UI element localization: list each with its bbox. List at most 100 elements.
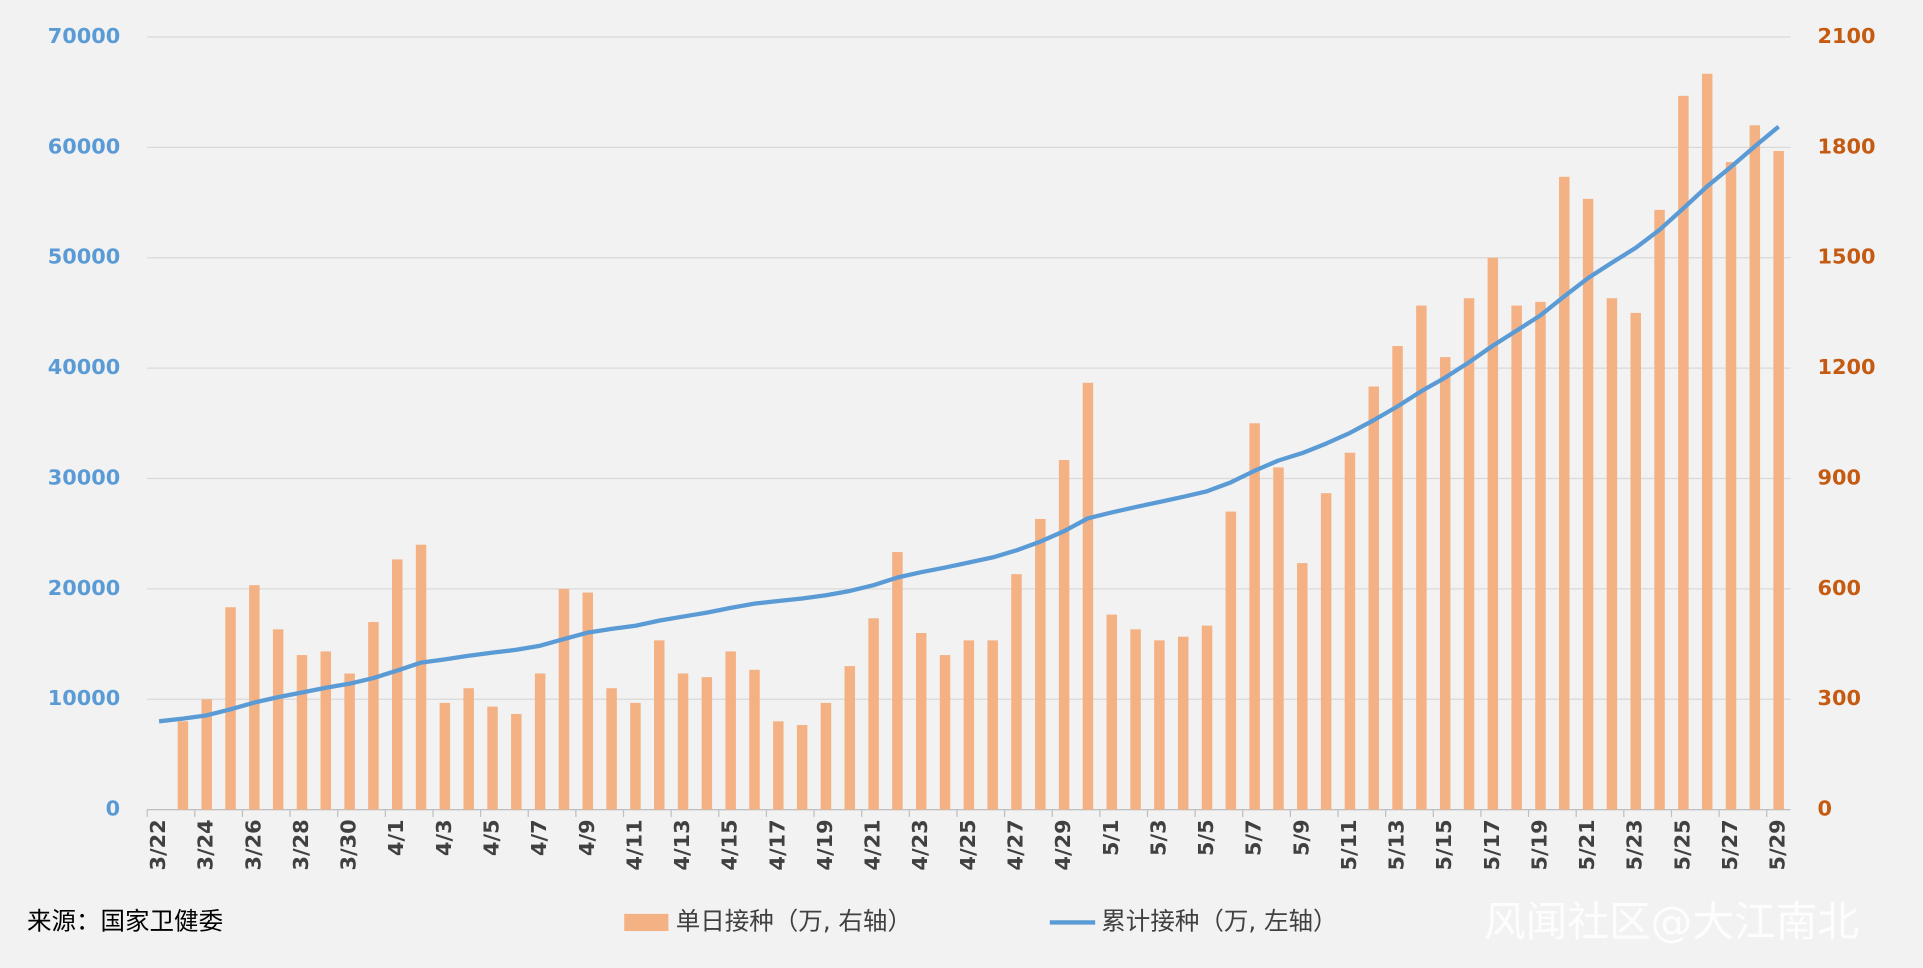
x-tick-label: 4/11 bbox=[622, 819, 646, 870]
bar bbox=[1249, 423, 1260, 810]
source: 来源：国家卫健委 bbox=[27, 906, 223, 935]
bar bbox=[463, 688, 474, 810]
y-tick-label: 70000 bbox=[48, 24, 120, 48]
x-tick-label: 5/27 bbox=[1718, 819, 1742, 870]
x-tick-label: 4/27 bbox=[1003, 819, 1027, 870]
y-tick-label: 30000 bbox=[48, 465, 120, 489]
bar bbox=[630, 702, 641, 810]
x-tick-label: 4/5 bbox=[480, 819, 504, 856]
bar bbox=[1201, 625, 1213, 810]
x-tick-label: 3/26 bbox=[241, 819, 265, 870]
bar bbox=[1082, 382, 1094, 810]
bar bbox=[320, 651, 332, 810]
bar bbox=[558, 588, 570, 810]
x-tick-label: 5/11 bbox=[1337, 819, 1361, 870]
y-tick-label: 60000 bbox=[48, 134, 120, 158]
bar bbox=[1654, 209, 1665, 810]
bar bbox=[987, 640, 998, 810]
bar bbox=[1392, 346, 1403, 810]
bar bbox=[1511, 305, 1522, 810]
bar bbox=[1154, 640, 1165, 810]
x-tick-label: 4/1 bbox=[384, 819, 408, 856]
bar bbox=[1225, 511, 1237, 810]
bar bbox=[773, 721, 784, 810]
y-tick-label: 50000 bbox=[48, 245, 120, 269]
bar bbox=[582, 592, 594, 810]
x-tick-label: 5/19 bbox=[1527, 819, 1551, 870]
bar bbox=[439, 702, 451, 810]
bar bbox=[1559, 176, 1570, 810]
bar bbox=[1701, 73, 1713, 810]
bar bbox=[1630, 312, 1641, 810]
bar bbox=[892, 552, 903, 810]
y-tick-label: 0 bbox=[106, 797, 120, 821]
x-tick-label: 4/23 bbox=[908, 819, 932, 870]
y-tick-label: 10000 bbox=[48, 686, 120, 710]
bar bbox=[1273, 467, 1284, 810]
y2-tick-label: 900 bbox=[1818, 465, 1861, 489]
bar bbox=[749, 669, 760, 810]
x-tick-label: 5/15 bbox=[1432, 819, 1456, 870]
x-tick-label: 5/25 bbox=[1670, 819, 1694, 870]
x-tick-label: 4/21 bbox=[861, 819, 885, 870]
line bbox=[158, 124, 1781, 724]
bar bbox=[1035, 518, 1046, 810]
bar bbox=[606, 688, 617, 810]
bar bbox=[1749, 125, 1761, 810]
bar bbox=[868, 618, 879, 810]
bar bbox=[511, 713, 522, 810]
x-tick-label: 3/22 bbox=[146, 819, 170, 870]
bar bbox=[1344, 452, 1356, 810]
bar bbox=[1416, 305, 1427, 810]
x-tick-label: 5/3 bbox=[1146, 819, 1170, 856]
bar bbox=[1011, 574, 1022, 810]
y2-tick-label: 0 bbox=[1818, 797, 1833, 821]
legend-label: 累计接种（万, 左轴） bbox=[1101, 906, 1337, 935]
bar bbox=[415, 544, 427, 810]
bar bbox=[1606, 298, 1618, 810]
x-tick-label: 5/5 bbox=[1194, 819, 1218, 856]
x-tick-label: 5/7 bbox=[1242, 819, 1266, 856]
x-tick-label: 4/9 bbox=[575, 819, 599, 856]
bar bbox=[653, 640, 665, 810]
x-tick-label: 5/17 bbox=[1480, 819, 1504, 870]
x-tick-label: 4/19 bbox=[813, 819, 837, 870]
x-tick-label: 4/17 bbox=[765, 819, 789, 870]
bar bbox=[1582, 198, 1594, 810]
bar bbox=[487, 706, 498, 810]
bar bbox=[1439, 357, 1451, 810]
bar bbox=[844, 666, 856, 810]
y-tick-label: 40000 bbox=[48, 355, 120, 379]
bar bbox=[1535, 301, 1546, 810]
bar bbox=[1177, 636, 1189, 810]
y2-tick-label: 600 bbox=[1818, 576, 1861, 600]
bar bbox=[939, 655, 951, 810]
y2-tick-label: 300 bbox=[1818, 686, 1861, 710]
x-tick-label: 4/13 bbox=[670, 819, 694, 870]
bar bbox=[915, 633, 927, 810]
x-tick-label: 4/25 bbox=[956, 819, 980, 870]
bar bbox=[677, 673, 689, 810]
bar bbox=[1106, 614, 1118, 810]
bar bbox=[296, 655, 308, 810]
bar bbox=[1297, 563, 1308, 810]
bar bbox=[796, 724, 808, 810]
bar bbox=[701, 677, 713, 810]
x-tick-label: 5/13 bbox=[1385, 819, 1409, 870]
x-tick-label: 4/3 bbox=[432, 819, 456, 856]
bar bbox=[963, 640, 975, 810]
bar bbox=[534, 673, 546, 810]
x-tick-label: 3/24 bbox=[194, 819, 218, 870]
bar bbox=[392, 559, 403, 810]
x-tick-label: 5/23 bbox=[1623, 819, 1647, 870]
bar bbox=[272, 629, 284, 810]
bar bbox=[1320, 493, 1332, 810]
x-tick-label: 5/21 bbox=[1575, 819, 1599, 870]
bar bbox=[1678, 95, 1689, 810]
y2-tick-label: 2100 bbox=[1818, 24, 1876, 48]
x-tick-label: 4/15 bbox=[718, 819, 742, 870]
y2-tick-label: 1800 bbox=[1818, 134, 1876, 158]
bar bbox=[344, 673, 355, 810]
